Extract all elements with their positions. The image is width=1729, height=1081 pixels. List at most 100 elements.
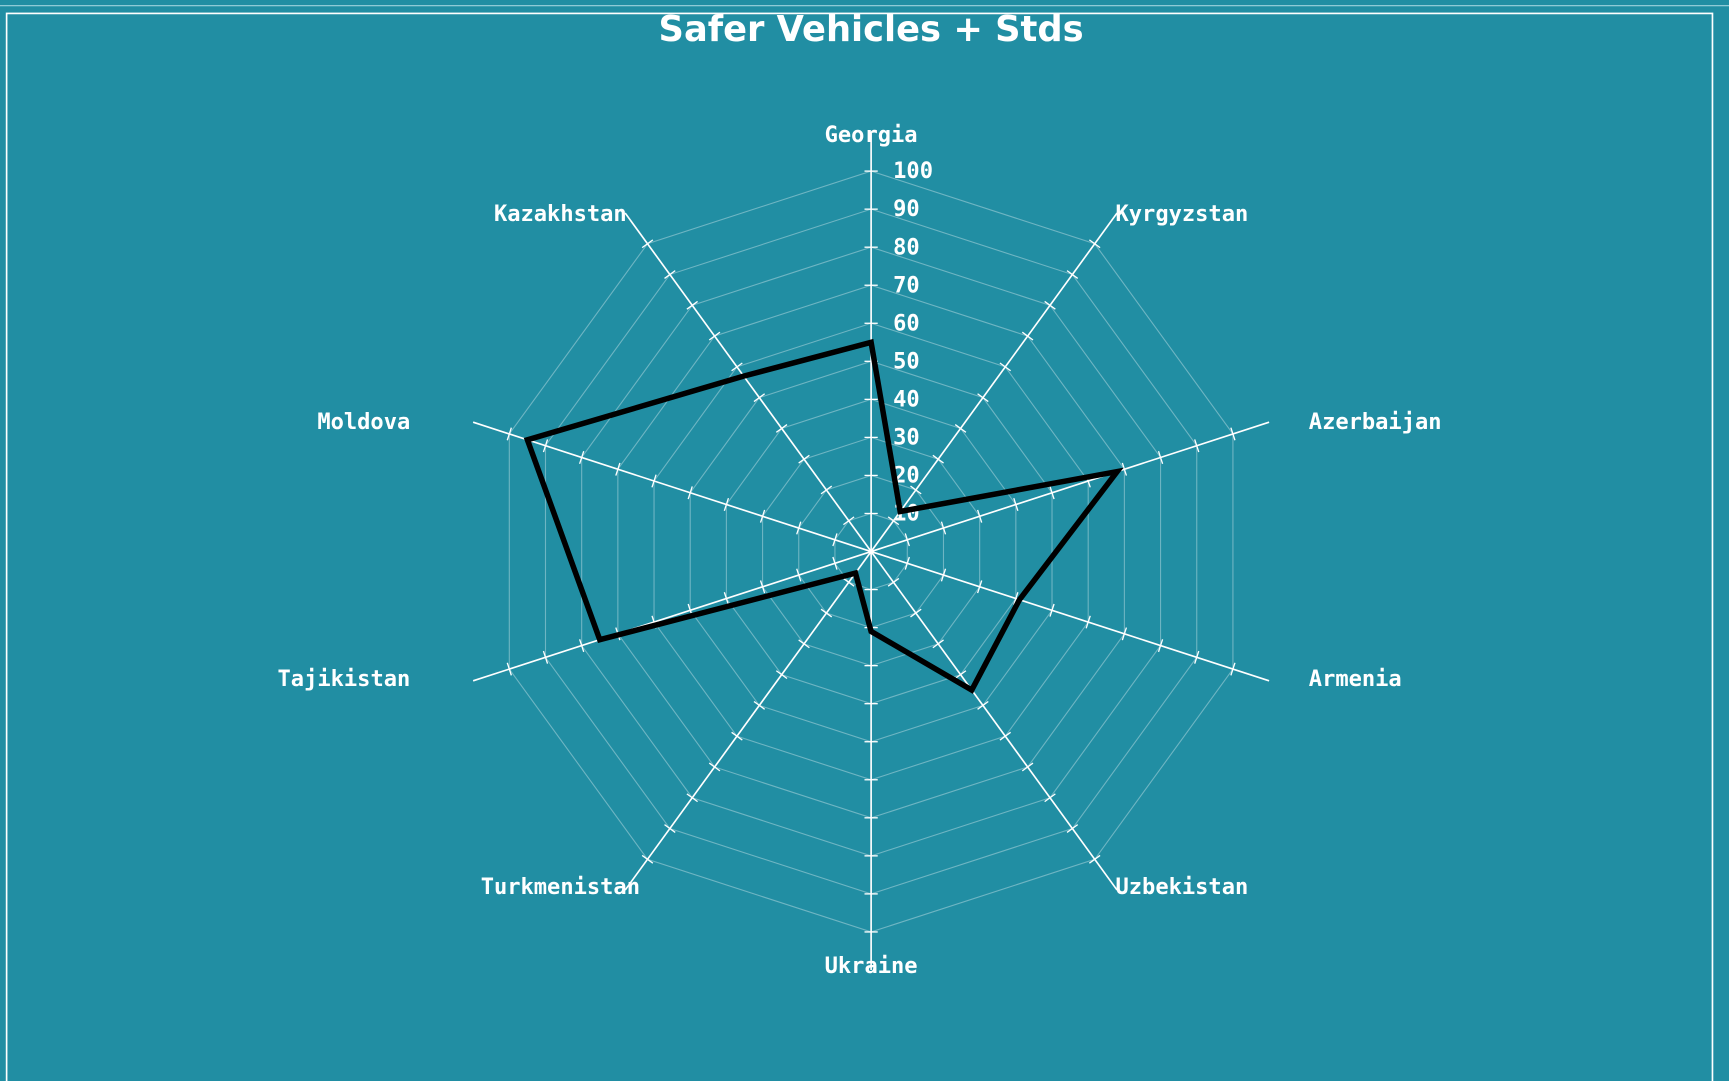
tick-mark xyxy=(932,454,944,464)
tick-mark xyxy=(904,556,910,570)
tick-mark xyxy=(708,331,721,341)
category-label: Turkmenistan xyxy=(481,875,640,900)
y-tick-label: 80 xyxy=(893,235,920,260)
tick-mark xyxy=(753,393,766,403)
data-line xyxy=(523,338,1124,694)
y-tick-label: 50 xyxy=(893,349,920,374)
tick-mark xyxy=(1066,824,1079,833)
tick-mark xyxy=(542,650,549,664)
tick-mark xyxy=(578,450,585,464)
category-label: Ukraine xyxy=(825,954,918,979)
tick-mark xyxy=(798,639,810,649)
tick-mark xyxy=(999,731,1012,741)
tick-mark xyxy=(651,474,657,488)
tick-mark xyxy=(664,824,676,833)
tick-mark xyxy=(578,639,585,653)
tick-mark xyxy=(1121,462,1128,476)
tick-mark xyxy=(753,700,766,710)
axis-line xyxy=(624,551,872,891)
tick-mark xyxy=(506,662,512,676)
tick-mark xyxy=(1230,662,1236,676)
tick-mark xyxy=(1044,300,1056,310)
tick-mark xyxy=(1044,793,1056,803)
tick-mark xyxy=(641,854,654,864)
tick-mark xyxy=(615,462,621,476)
tick-mark xyxy=(775,670,788,680)
category-label: Moldova xyxy=(317,410,410,435)
y-tick-label: 40 xyxy=(893,387,920,412)
tick-mark xyxy=(1049,486,1055,500)
tick-mark xyxy=(1049,603,1055,617)
tick-mark xyxy=(976,580,983,594)
tick-mark xyxy=(1230,427,1236,441)
tick-mark xyxy=(910,608,922,618)
tick-mark xyxy=(932,639,944,649)
tick-mark xyxy=(1194,439,1200,453)
tick-mark xyxy=(910,485,922,495)
tick-mark xyxy=(687,486,693,500)
axis-line xyxy=(472,550,872,682)
tick-mark xyxy=(686,793,698,803)
tick-mark xyxy=(1157,450,1164,464)
tick-mark xyxy=(1066,270,1079,279)
tick-mark xyxy=(506,427,512,441)
tick-mark xyxy=(723,592,730,606)
tick-mark xyxy=(940,521,947,535)
tick-mark xyxy=(759,509,766,523)
tick-mark xyxy=(708,762,721,772)
tick-mark xyxy=(723,498,730,512)
tick-mark xyxy=(820,608,833,618)
tick-mark xyxy=(977,700,989,710)
y-tick-label: 30 xyxy=(893,426,920,451)
y-tick-label: 70 xyxy=(893,273,920,298)
tick-mark xyxy=(954,423,967,433)
category-label: Armenia xyxy=(1309,667,1402,692)
tick-mark xyxy=(1088,854,1101,864)
tick-mark xyxy=(1088,239,1101,249)
tick-mark xyxy=(641,239,654,249)
axis-line xyxy=(870,550,1270,682)
tick-mark xyxy=(843,577,855,587)
tick-mark xyxy=(977,393,989,403)
tick-mark xyxy=(832,556,838,570)
tick-mark xyxy=(686,300,698,310)
axis-line xyxy=(870,212,1118,553)
category-label: Tajikistan xyxy=(278,667,411,692)
category-label: Kyrgyzstan xyxy=(1116,202,1249,227)
tick-mark xyxy=(1121,627,1128,641)
tick-mark xyxy=(798,454,810,464)
tick-mark xyxy=(1013,498,1019,512)
tick-mark xyxy=(940,568,947,582)
chart-title: Safer Vehicles + Stds xyxy=(659,9,1084,50)
category-label: Georgia xyxy=(825,123,918,148)
axis-line xyxy=(870,551,1118,891)
tick-mark xyxy=(954,670,967,680)
axis-line xyxy=(870,421,1270,553)
tick-mark xyxy=(904,533,910,547)
tick-mark xyxy=(1194,650,1200,664)
tick-mark xyxy=(832,533,838,547)
category-label: Kazakhstan xyxy=(494,202,627,227)
axis-line xyxy=(472,421,872,553)
tick-mark xyxy=(731,731,743,741)
tick-mark xyxy=(664,270,676,279)
tick-mark xyxy=(796,521,802,535)
tick-mark xyxy=(976,509,983,523)
tick-mark xyxy=(796,568,802,582)
tick-mark xyxy=(820,485,833,495)
tick-mark xyxy=(887,516,900,526)
tick-mark xyxy=(1013,592,1019,606)
tick-mark xyxy=(759,580,766,594)
category-label: Uzbekistan xyxy=(1116,875,1249,900)
tick-mark xyxy=(1157,639,1164,653)
tick-mark xyxy=(775,423,788,433)
category-label: Azerbaijan xyxy=(1309,410,1442,435)
tick-mark xyxy=(999,362,1012,372)
tick-mark xyxy=(843,516,855,526)
tick-mark xyxy=(1021,331,1034,341)
y-tick-label: 100 xyxy=(893,159,933,184)
tick-mark xyxy=(1021,762,1034,772)
